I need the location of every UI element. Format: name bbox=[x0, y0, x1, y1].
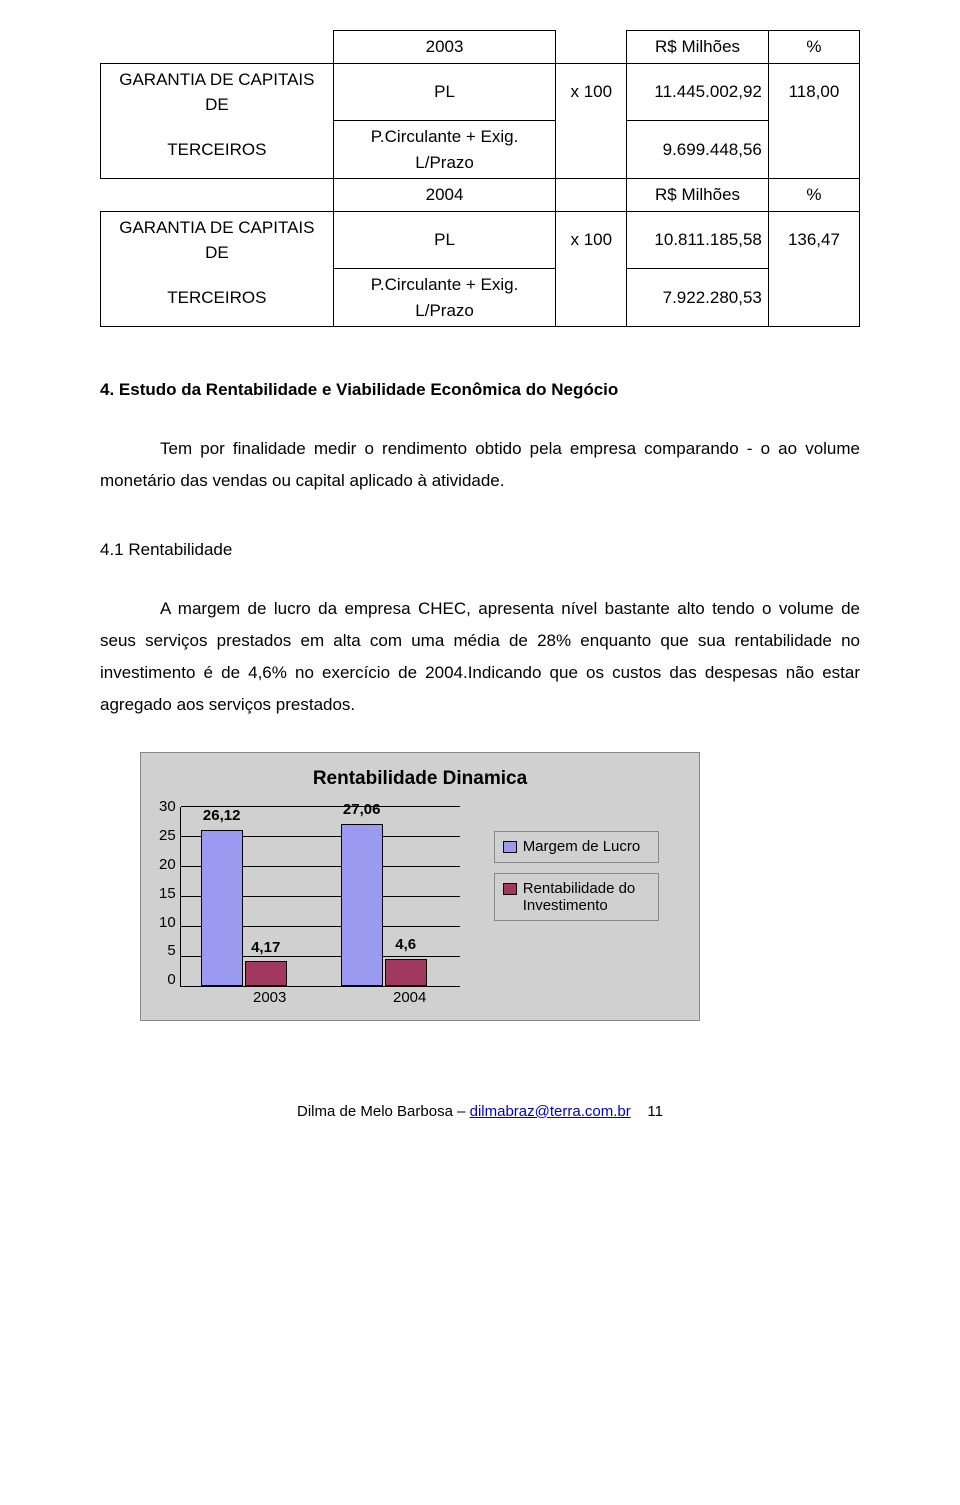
chart-y-axis: 30 25 20 15 10 5 0 bbox=[159, 799, 180, 987]
rentabilidade-chart: Rentabilidade Dinamica 30 25 20 15 10 5 0 26,1… bbox=[140, 752, 700, 1021]
section-4-1-heading: 4.1 Rentabilidade bbox=[100, 537, 860, 563]
garantia-name-2004-l2: TERCEIROS bbox=[101, 269, 334, 327]
section-4-heading: 4. Estudo da Rentabilidade e Viabilidade… bbox=[100, 377, 860, 403]
pct-cell-bottom-2 bbox=[768, 269, 859, 327]
chart-x-axis: 20032004 bbox=[180, 987, 480, 1010]
year-2003: 2003 bbox=[333, 31, 556, 64]
empty-cell bbox=[101, 179, 334, 212]
col-rs-milhoes-2: R$ Milhões bbox=[627, 179, 769, 212]
garantia-name-2003-l1: GARANTIA DE CAPITAIS DE bbox=[101, 63, 334, 121]
y-tick-label: 20 bbox=[159, 857, 176, 872]
chart-bar bbox=[341, 824, 383, 986]
garantia-name-2004-l1: GARANTIA DE CAPITAIS DE bbox=[101, 211, 334, 269]
empty-cell bbox=[556, 179, 627, 212]
empty-cell bbox=[556, 31, 627, 64]
legend-swatch bbox=[503, 841, 517, 853]
section-4-paragraph: Tem por finalidade medir o rendimento ob… bbox=[100, 433, 860, 498]
circ-label-2003: P.Circulante + Exig. L/Prazo bbox=[333, 121, 556, 179]
chart-legend: Margem de Lucro Rentabilidade do Investim… bbox=[494, 831, 659, 931]
pct-2004: 136,47 bbox=[768, 211, 859, 269]
mult-2003: x 100 bbox=[556, 63, 627, 121]
pl-label-2004: PL bbox=[333, 211, 556, 269]
legend-label: Rentabilidade do Investimento bbox=[523, 880, 650, 915]
pct-cell-bottom bbox=[768, 121, 859, 179]
y-tick-label: 25 bbox=[159, 828, 176, 843]
circ-label-2004: P.Circulante + Exig. L/Prazo bbox=[333, 269, 556, 327]
y-tick-label: 10 bbox=[159, 915, 176, 930]
y-tick-label: 5 bbox=[167, 943, 175, 958]
col-percent: % bbox=[768, 31, 859, 64]
pct-2003: 118,00 bbox=[768, 63, 859, 121]
chart-bar-label: 26,12 bbox=[203, 805, 241, 828]
garantia-table: 2003 R$ Milhões % GARANTIA DE CAPITAIS D… bbox=[100, 30, 860, 327]
y-tick-label: 30 bbox=[159, 799, 176, 814]
chart-bar-label: 4,17 bbox=[251, 937, 280, 960]
chart-bar-label: 4,6 bbox=[395, 934, 416, 957]
legend-label: Margem de Lucro bbox=[523, 838, 641, 855]
page-footer: Dilma de Melo Barbosa – dilmabraz@terra.… bbox=[100, 1101, 860, 1124]
mult-cell-bottom-2 bbox=[556, 269, 627, 327]
mult-cell-bottom bbox=[556, 121, 627, 179]
year-2004: 2004 bbox=[333, 179, 556, 212]
legend-item: Rentabilidade do Investimento bbox=[494, 873, 659, 922]
col-percent-2: % bbox=[768, 179, 859, 212]
pl-value-2004: 10.811.185,58 bbox=[627, 211, 769, 269]
mult-2004: x 100 bbox=[556, 211, 627, 269]
footer-email-link[interactable]: dilmabraz@terra.com.br bbox=[470, 1103, 631, 1120]
pl-value-2003: 11.445.002,92 bbox=[627, 63, 769, 121]
chart-bar-label: 27,06 bbox=[343, 799, 381, 822]
circ-value-2004: 7.922.280,53 bbox=[627, 269, 769, 327]
legend-swatch bbox=[503, 883, 517, 895]
y-tick-label: 0 bbox=[167, 972, 175, 987]
garantia-name-2003-l2: TERCEIROS bbox=[101, 121, 334, 179]
circ-value-2003: 9.699.448,56 bbox=[627, 121, 769, 179]
footer-author: Dilma de Melo Barbosa – bbox=[297, 1103, 470, 1120]
chart-plot-area: 26,124,1727,064,6 bbox=[180, 807, 460, 987]
x-tick-label: 2003 bbox=[200, 987, 340, 1010]
chart-bar bbox=[201, 830, 243, 987]
legend-item: Margem de Lucro bbox=[494, 831, 659, 862]
col-rs-milhoes: R$ Milhões bbox=[627, 31, 769, 64]
chart-title: Rentabilidade Dinamica bbox=[159, 765, 681, 794]
pl-label-2003: PL bbox=[333, 63, 556, 121]
chart-bar bbox=[245, 961, 287, 986]
section-4-1-paragraph: A margem de lucro da empresa CHEC, apres… bbox=[100, 593, 860, 722]
footer-page-number: 11 bbox=[647, 1103, 663, 1120]
y-tick-label: 15 bbox=[159, 886, 176, 901]
empty-cell bbox=[101, 31, 334, 64]
chart-bar bbox=[385, 959, 427, 987]
x-tick-label: 2004 bbox=[340, 987, 480, 1010]
